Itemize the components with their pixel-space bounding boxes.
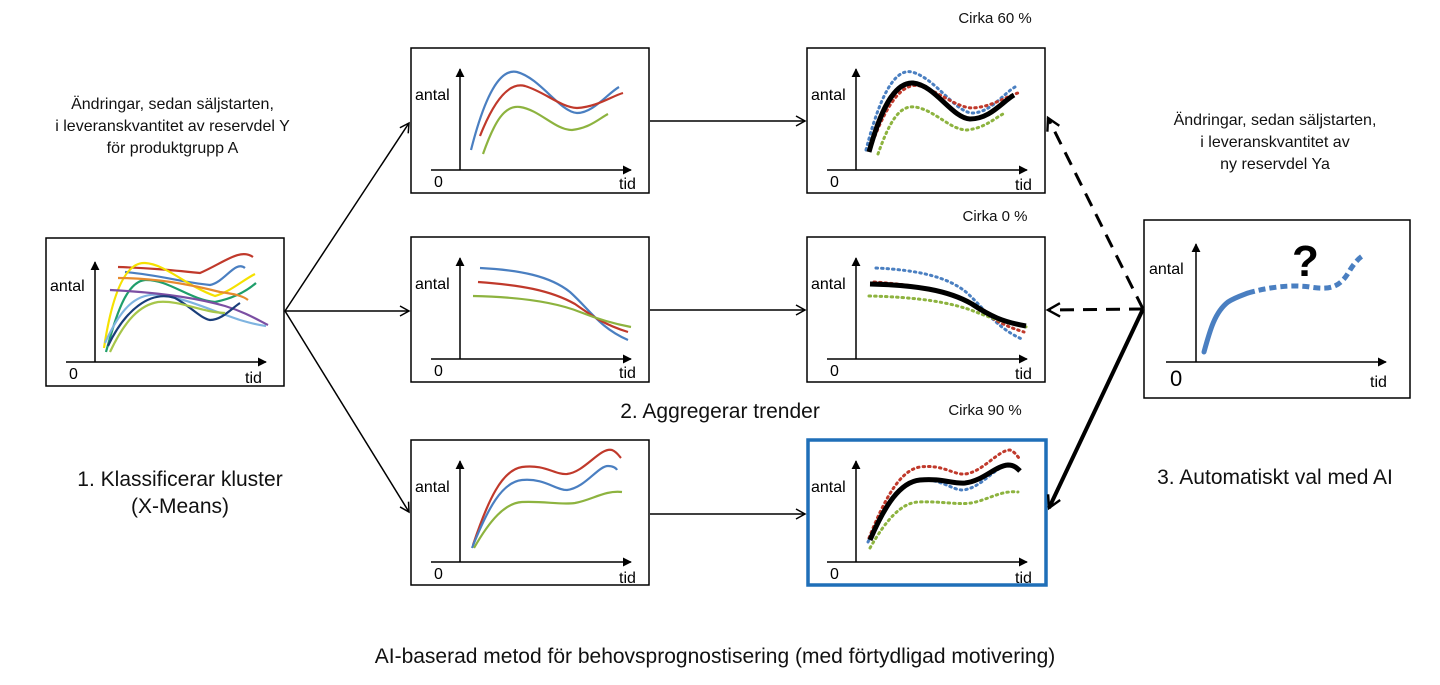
- x-axis-label: tid: [1015, 570, 1032, 587]
- origin-label: 0: [830, 174, 839, 191]
- y-axis-label: antal: [415, 479, 450, 496]
- y-axis-label: antal: [811, 479, 846, 496]
- cluster-chart-top: antal 0 tid: [410, 47, 650, 194]
- x-axis-label: tid: [619, 365, 636, 382]
- percentage-middle: Cirka 0 %: [962, 208, 1028, 225]
- cluster-chart-bottom: antal 0 tid: [410, 439, 650, 587]
- y-axis-label: antal: [415, 276, 450, 293]
- aggregation-arrows: [650, 115, 807, 520]
- input-description: Ändringar, sedan säljstarten, i leverans…: [20, 94, 325, 160]
- origin-label: 0: [830, 566, 839, 583]
- step1-title: 1. Klassificerar kluster: [77, 468, 283, 491]
- y-axis-label: antal: [811, 87, 846, 104]
- aggregated-chart-bottom: antal 0 tid: [806, 438, 1048, 587]
- step3-label: 3. Automatiskt val med AI: [1157, 466, 1393, 489]
- origin-label: 0: [1170, 366, 1182, 391]
- new-part-description-line: ny reservdel Ya: [1220, 156, 1330, 173]
- aggregated-chart-top: antal 0 tid: [806, 47, 1046, 194]
- step1-subtitle: (X-Means): [130, 495, 230, 518]
- origin-label: 0: [434, 566, 443, 583]
- x-axis-label: tid: [245, 370, 262, 387]
- origin-label: 0: [69, 366, 78, 383]
- aggregated-chart-middle: antal 0 tid: [806, 236, 1046, 383]
- unknown-trend-marker: ?: [1292, 237, 1319, 286]
- diagram-caption: AI-baserad metod för behovsprognostiseri…: [374, 645, 1056, 668]
- input-description-line: i leveranskvantitet av reservdel Y: [55, 118, 290, 135]
- new-part-description-line: Ändringar, sedan säljstarten,: [1173, 112, 1377, 129]
- y-axis-label: antal: [50, 278, 85, 295]
- step2-label: 2. Aggregerar trender: [620, 400, 820, 423]
- x-axis-label: tid: [619, 570, 636, 587]
- new-part-description-line: i leveranskvantitet av: [1200, 134, 1350, 151]
- new-part-description: Ändringar, sedan säljstarten, i leverans…: [1130, 110, 1420, 176]
- x-axis-label: tid: [1370, 374, 1387, 391]
- y-axis-label: antal: [1149, 261, 1184, 278]
- origin-label: 0: [830, 363, 839, 380]
- input-chart: antal 0 tid: [45, 237, 285, 387]
- percentage-top: Cirka 60 %: [958, 10, 1032, 27]
- x-axis-label: tid: [619, 176, 636, 193]
- y-axis-label: antal: [811, 276, 846, 293]
- percentage-bottom: Cirka 90 %: [948, 402, 1022, 419]
- selection-arrows: [1045, 115, 1145, 511]
- input-description-line: för produktgrupp A: [106, 140, 239, 157]
- origin-label: 0: [434, 363, 443, 380]
- x-axis-label: tid: [1015, 177, 1032, 194]
- cluster-chart-middle: antal 0 tid: [410, 236, 650, 383]
- y-axis-label: antal: [415, 87, 450, 104]
- x-axis-label: tid: [1015, 366, 1032, 383]
- step1-label: 1. Klassificerar kluster (X-Means): [30, 466, 330, 520]
- new-part-chart: antal 0 tid ?: [1143, 219, 1411, 399]
- origin-label: 0: [434, 174, 443, 191]
- input-description-line: Ändringar, sedan säljstarten,: [71, 96, 274, 113]
- cluster-arrows: [284, 121, 411, 514]
